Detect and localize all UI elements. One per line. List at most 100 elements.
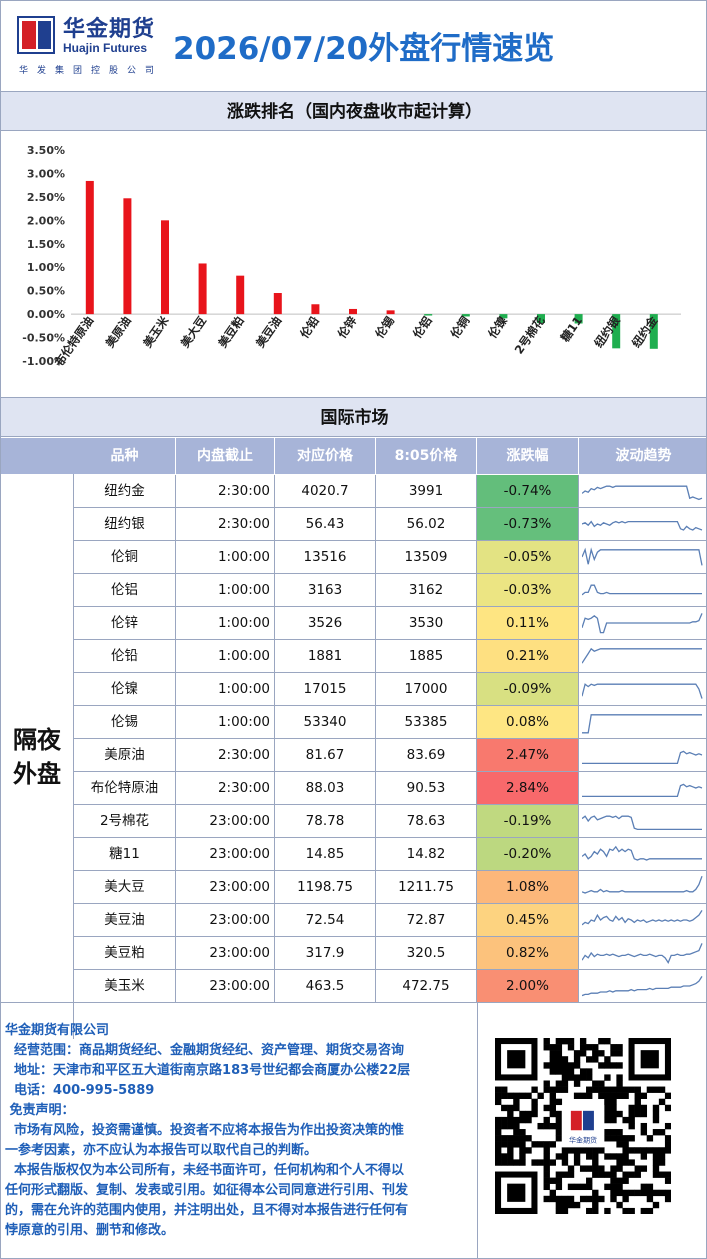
row-close-time: 2:30:00 [176,508,275,540]
row-name: 伦锌 [74,607,176,639]
row-price: 1198.75 [275,871,376,903]
y-tick-label: 1.50% [27,238,65,251]
sparkline-svg [582,647,702,664]
sparkline-line [582,647,702,664]
y-tick-label: 0.50% [27,285,65,298]
row-price: 3526 [275,607,376,639]
row-change: 1.08% [477,871,579,903]
row-name: 2号棉花 [74,805,176,837]
row-name: 美原油 [74,739,176,771]
y-tick-label: 3.50% [27,144,65,157]
table-row: 纽约银 2:30:00 56.43 56.02 -0.73% [74,508,706,541]
table-row: 2号棉花 23:00:00 78.78 78.63 -0.19% [74,805,706,838]
row-change: 2.84% [477,772,579,804]
overnight-label: 隔夜外盘 [1,474,74,1039]
bar [574,314,583,324]
category-label: 美大豆 [178,313,210,350]
category-label: 2号棉花 [512,313,548,356]
table-row: 美大豆 23:00:00 1198.75 1211.75 1.08% [74,871,706,904]
row-name: 伦锡 [74,706,176,738]
table-row: 美豆油 23:00:00 72.54 72.87 0.45% [74,904,706,937]
row-change: 0.11% [477,607,579,639]
sparkline-line [582,547,703,566]
row-name: 伦铅 [74,640,176,672]
row-current-price: 56.02 [376,508,477,540]
row-change: 2.47% [477,739,579,771]
row-price: 56.43 [275,508,376,540]
header-change: 涨跌幅 [477,438,579,474]
footer-disclaimer-2a: 本报告版权仅为本公司所有，未经书面许可，任何机构和个人不得以 [5,1163,405,1178]
row-trend-sparkline [579,838,706,870]
row-trend-sparkline [579,475,706,507]
row-change: 0.08% [477,706,579,738]
row-trend-sparkline [579,706,706,738]
bar [198,263,207,315]
table-row: 美豆粕 23:00:00 317.9 320.5 0.82% [74,937,706,970]
row-close-time: 23:00:00 [176,937,275,969]
footer-text: 华金期货有限公司 经营范围：商品期货经纪、金融期货经纪、资产管理、期货交易咨询 … [5,1021,475,1241]
row-price: 317.9 [275,937,376,969]
row-current-price: 90.53 [376,772,477,804]
table-row: 布伦特原油 2:30:00 88.03 90.53 2.84% [74,772,706,805]
company-name-cn: 华金期货 [63,17,156,42]
header-now: 8:05价格 [376,438,477,474]
row-change: 0.82% [477,937,579,969]
header-name: 品种 [74,438,176,474]
sparkline-line [582,584,702,596]
row-name: 美豆油 [74,904,176,936]
footer-disclaimer-1b: 一参考因素，亦不应认为本报告可以取代自己的判断。 [5,1143,318,1158]
table-row: 伦镍 1:00:00 17015 17000 -0.09% [74,673,706,706]
row-name: 纽约银 [74,508,176,540]
row-current-price: 320.5 [376,937,477,969]
table-row: 伦铝 1:00:00 3163 3162 -0.03% [74,574,706,607]
row-close-time: 2:30:00 [176,475,275,507]
qr-code-icon[interactable]: 华金期货 [495,1038,671,1214]
sparkline-svg [582,875,703,894]
row-change: -0.05% [477,541,579,573]
row-change: -0.19% [477,805,579,837]
bar [424,314,433,316]
footer-disclaimer-1a: 市场有风险，投资需谨慎。投资者不应将本报告为作出投资决策的惟 [5,1123,405,1138]
bar [386,310,395,315]
sparkline-line [582,714,702,734]
row-current-price: 83.69 [376,739,477,771]
row-trend-sparkline [579,871,706,903]
bar [85,180,94,315]
row-trend-sparkline [579,607,706,639]
sparkline-svg [582,783,703,798]
bar [311,304,320,315]
ranking-chart-svg: 3.50% 3.00% 2.50% 2.00% 1.50% 1.00% 0.50% 0.00%… [22,144,681,370]
sparkline-svg [582,845,702,861]
row-name: 美玉米 [74,970,176,1002]
category-label: 伦锌 [335,313,360,340]
sparkline-svg [582,910,703,926]
sparkline-svg [582,976,703,997]
table-row: 伦锡 1:00:00 53340 53385 0.08% [74,706,706,739]
sparkline-svg [582,815,702,831]
row-price: 53340 [275,706,376,738]
header: 华金期货 Huajin Futures 华发集团控股公司 2026/07/20外… [1,1,706,91]
footer-disclaimer-2c: 的，需在允许的范围内使用，并注明出处，且不得对本报告进行任何有 [5,1203,409,1218]
category-label: 美豆粕 [215,314,246,350]
row-change: -0.09% [477,673,579,705]
row-trend-sparkline [579,541,706,573]
header-price: 对应价格 [275,438,376,474]
row-price: 3163 [275,574,376,606]
sparkline-line [582,783,703,798]
market-section-title: 国际市场 [1,397,706,437]
sparkline-svg [582,714,702,734]
table-row: 伦铅 1:00:00 1881 1885 0.21% [74,640,706,673]
row-close-time: 1:00:00 [176,541,275,573]
row-price: 78.78 [275,805,376,837]
footer-disclaimer-2d: 悖原意的引用、删节和修改。 [5,1223,175,1238]
row-close-time: 2:30:00 [176,772,275,804]
sparkline-line [582,683,703,699]
row-trend-sparkline [579,640,706,672]
sparkline-line [582,520,703,531]
row-close-time: 23:00:00 [176,838,275,870]
row-change: 0.45% [477,904,579,936]
category-label: 美豆油 [253,314,284,350]
sparkline-line [582,976,703,997]
table-row: 纽约金 2:30:00 4020.7 3991 -0.74% [74,475,706,508]
